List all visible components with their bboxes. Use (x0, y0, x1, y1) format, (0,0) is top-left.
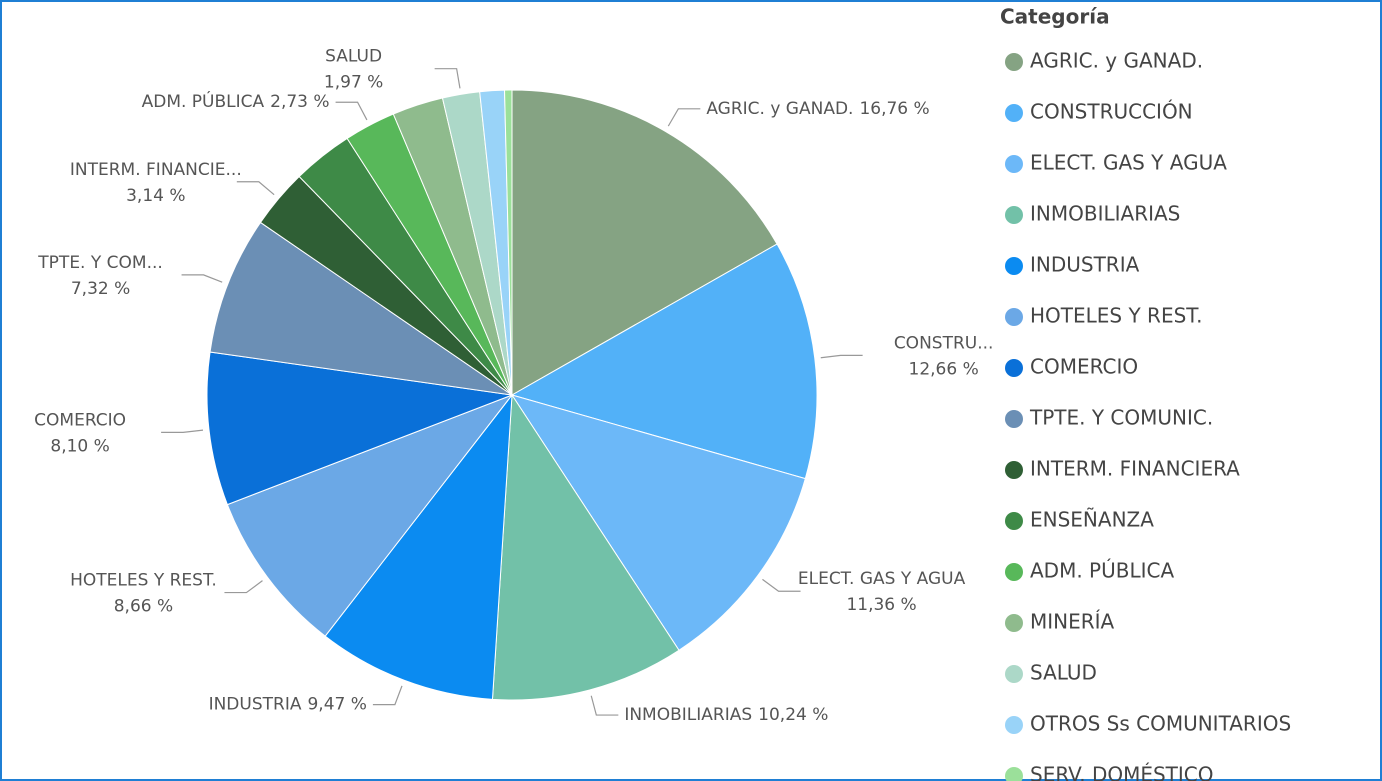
slice-label-name: INDUSTRIA (209, 695, 302, 715)
data-label: 16,76 % (859, 99, 929, 119)
slice-label-name: INMOBILIARIAS (624, 705, 752, 725)
legend-label: TPTE. Y COMUNIC. (1029, 406, 1213, 430)
slice-label-name: CONSTRU... (894, 333, 994, 353)
slice-label: INMOBILIARIAS 10,24 % (624, 705, 828, 725)
legend-marker (1005, 665, 1023, 683)
legend-marker (1005, 563, 1023, 581)
legend-label: CONSTRUCCIÓN (1030, 100, 1193, 124)
leader-line (372, 685, 403, 706)
leader-line (434, 68, 461, 89)
data-label: 12,66 % (909, 359, 979, 379)
legend-label: ENSEÑANZA (1030, 508, 1154, 532)
slice-label-name: SALUD (325, 47, 382, 67)
pie-slice (209, 221, 513, 396)
slice-label: AGRIC. y GANAD. 16,76 % (706, 99, 929, 119)
data-label: 7,32 % (71, 279, 130, 299)
pie-slice (226, 393, 514, 637)
slice-label-name: AGRIC. y GANAD. (706, 99, 853, 119)
data-label: 8,10 % (50, 436, 109, 456)
leader-line (236, 181, 275, 196)
legend-label: INMOBILIARIAS (1030, 202, 1180, 226)
slice-label: ADM. PÚBLICA 2,73 % (142, 90, 330, 112)
pie-slice (324, 393, 513, 700)
slice-label-name: HOTELES Y REST. (70, 571, 217, 591)
legend-label: COMERCIO (1030, 355, 1138, 379)
data-label: 2,73 % (270, 92, 329, 112)
legend-marker (1005, 410, 1023, 428)
legend-marker (1005, 104, 1023, 122)
legend-marker (1005, 614, 1023, 632)
legend-label: AGRIC. y GANAD. (1030, 49, 1203, 73)
legend-marker (1005, 206, 1023, 224)
pie-slice (491, 393, 680, 701)
pie-slice (510, 243, 818, 480)
leader-line (667, 108, 701, 127)
slice-label-name: COMERCIO (34, 410, 126, 430)
data-label: 3,14 % (126, 186, 185, 206)
legend-marker (1005, 308, 1023, 326)
legend-label: HOTELES Y REST. (1030, 304, 1202, 328)
pie-slice (504, 89, 513, 396)
leader-line (224, 580, 263, 594)
legend-label: SALUD (1030, 661, 1097, 685)
data-label: 10,24 % (758, 705, 828, 725)
legend-marker (1005, 461, 1023, 479)
leader-line (590, 695, 619, 716)
legend-marker (1005, 257, 1023, 275)
leader-line (181, 274, 223, 283)
data-label: 9,47 % (307, 695, 366, 715)
legend-label: OTROS Ss COMUNITARIOS (1030, 712, 1291, 736)
legend-marker (1005, 53, 1023, 71)
slice-label-name: INTERM. FINANCIE... (70, 160, 242, 180)
pie-slice (511, 89, 778, 396)
data-label: 8,66 % (114, 597, 173, 617)
slice-label-name: TPTE. Y COM... (37, 253, 163, 273)
leader-line (762, 578, 801, 592)
slice-label-name: ELECT. GAS Y AGUA (798, 569, 966, 589)
legend-title: Categoría (1000, 5, 1110, 29)
legend-label: INTERM. FINANCIERA (1030, 457, 1240, 481)
legend-marker (1005, 512, 1023, 530)
legend-label: ADM. PÚBLICA (1030, 559, 1174, 583)
legend-label: ELECT. GAS Y AGUA (1030, 151, 1227, 175)
data-label: 1,97 % (324, 73, 383, 93)
pie-slice (206, 351, 514, 506)
legend-marker (1005, 155, 1023, 173)
leader-line (161, 429, 204, 433)
legend-label: MINERÍA (1030, 610, 1115, 634)
legend-marker (1005, 716, 1023, 734)
slice-label-name: ADM. PÚBLICA (142, 90, 265, 112)
pie-slice (510, 394, 806, 651)
legend-marker (1005, 767, 1023, 781)
leader-line (335, 101, 368, 121)
data-label: 11,36 % (846, 595, 916, 615)
legend-label: INDUSTRIA (1030, 253, 1140, 277)
leader-line (820, 354, 863, 359)
legend-label: SERV. DOMÉSTICO (1030, 763, 1214, 781)
slice-label: INDUSTRIA 9,47 % (209, 695, 367, 715)
legend-marker (1005, 359, 1023, 377)
